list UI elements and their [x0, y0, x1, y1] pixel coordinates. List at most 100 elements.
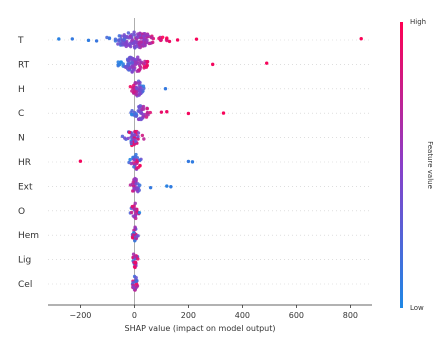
shap-point [359, 37, 363, 41]
shap-point [159, 38, 163, 42]
shap-point [137, 81, 141, 85]
shap-point [148, 41, 153, 45]
shap-point [130, 112, 134, 117]
shap-point [130, 60, 134, 65]
shap-point [175, 38, 180, 42]
shap-point [134, 92, 138, 97]
shap-point [135, 35, 140, 39]
x-tick-label: 600 [289, 311, 304, 320]
shap-point [137, 210, 142, 215]
x-tick-label: 400 [235, 311, 250, 320]
shap-point [120, 134, 125, 139]
shap-point [142, 137, 146, 141]
shap-point [128, 55, 133, 60]
shap-point [119, 60, 123, 64]
shap-point [133, 225, 137, 229]
shap-point [123, 42, 127, 47]
shap-point [134, 114, 138, 118]
colorbar-high-label: High [410, 18, 426, 26]
shap-point [131, 280, 135, 285]
shap-point [57, 37, 61, 41]
shap-point [138, 104, 143, 108]
shap-point [132, 137, 136, 142]
shap-point [132, 30, 136, 34]
shap-point [145, 40, 149, 44]
shap-point [161, 35, 165, 39]
feature-label: Hem [18, 231, 39, 241]
shap-point [131, 57, 135, 61]
shap-point [133, 201, 137, 206]
shap-point [145, 59, 150, 64]
x-tick-label: −200 [69, 311, 91, 320]
x-ticks: −200 0 200 400 600 800 [69, 305, 358, 320]
feature-label: Cel [18, 280, 32, 290]
shap-point [139, 117, 143, 122]
shap-point [163, 87, 168, 91]
shap-point [131, 180, 135, 184]
shap-point [137, 68, 142, 72]
shap-point [141, 112, 145, 117]
feature-label: RT [18, 60, 30, 70]
points [57, 30, 363, 292]
shap-point [136, 137, 140, 141]
shap-point [70, 37, 75, 41]
shap-point [133, 62, 138, 67]
shap-point [145, 63, 149, 68]
shap-point [123, 35, 127, 39]
shap-point [116, 60, 120, 64]
feature-label: Ext [18, 182, 33, 192]
shap-point [165, 110, 169, 114]
shap-point [131, 285, 135, 289]
shap-point [133, 176, 137, 181]
shap-point [133, 265, 137, 270]
shap-point [134, 216, 138, 221]
shap-point [127, 66, 132, 71]
feature-label: N [18, 134, 25, 144]
feature-label: HR [18, 158, 31, 168]
shap-point [130, 38, 135, 42]
x-axis-title: SHAP value (impact on model output) [125, 324, 276, 333]
x-tick-label: 200 [181, 311, 196, 320]
shap-point [150, 36, 154, 40]
shap-point [124, 65, 128, 69]
feature-labels: T RT H C N HR Ext O Hem Lig Cel [17, 36, 39, 290]
shap-point [186, 111, 191, 116]
shap-point [78, 159, 83, 163]
x-tick-label: 800 [343, 311, 358, 320]
colorbar [400, 22, 403, 308]
shap-point [136, 55, 140, 59]
shap-point [136, 58, 141, 62]
row-guides [48, 39, 372, 285]
shap-point [133, 254, 137, 259]
shap-point [167, 39, 172, 44]
shap-point [117, 34, 122, 38]
shap-point [126, 58, 130, 63]
shap-point [128, 157, 132, 162]
shap-point [139, 40, 143, 44]
shap-point [159, 110, 164, 114]
shap-point [131, 214, 136, 218]
shap-point [265, 61, 269, 65]
shap-point [141, 104, 146, 109]
shap-point [141, 34, 146, 38]
shap-point [133, 46, 137, 50]
shap-point [131, 41, 135, 46]
shap-point [128, 34, 133, 38]
shap-point [136, 257, 140, 261]
shap-point [86, 38, 91, 43]
shap-point [165, 184, 169, 188]
shap-point [127, 130, 132, 134]
shap-point [131, 233, 135, 237]
shap-point [165, 36, 169, 40]
shap-point [116, 42, 120, 46]
shap-point [130, 236, 135, 240]
shap-point [128, 84, 133, 89]
shap-point [126, 31, 131, 35]
shap-point [132, 165, 136, 169]
shap-point [140, 88, 144, 92]
shap-point [142, 37, 146, 41]
x-tick-label: 0 [132, 311, 137, 320]
shap-point [136, 131, 141, 135]
shap-point [135, 186, 140, 191]
